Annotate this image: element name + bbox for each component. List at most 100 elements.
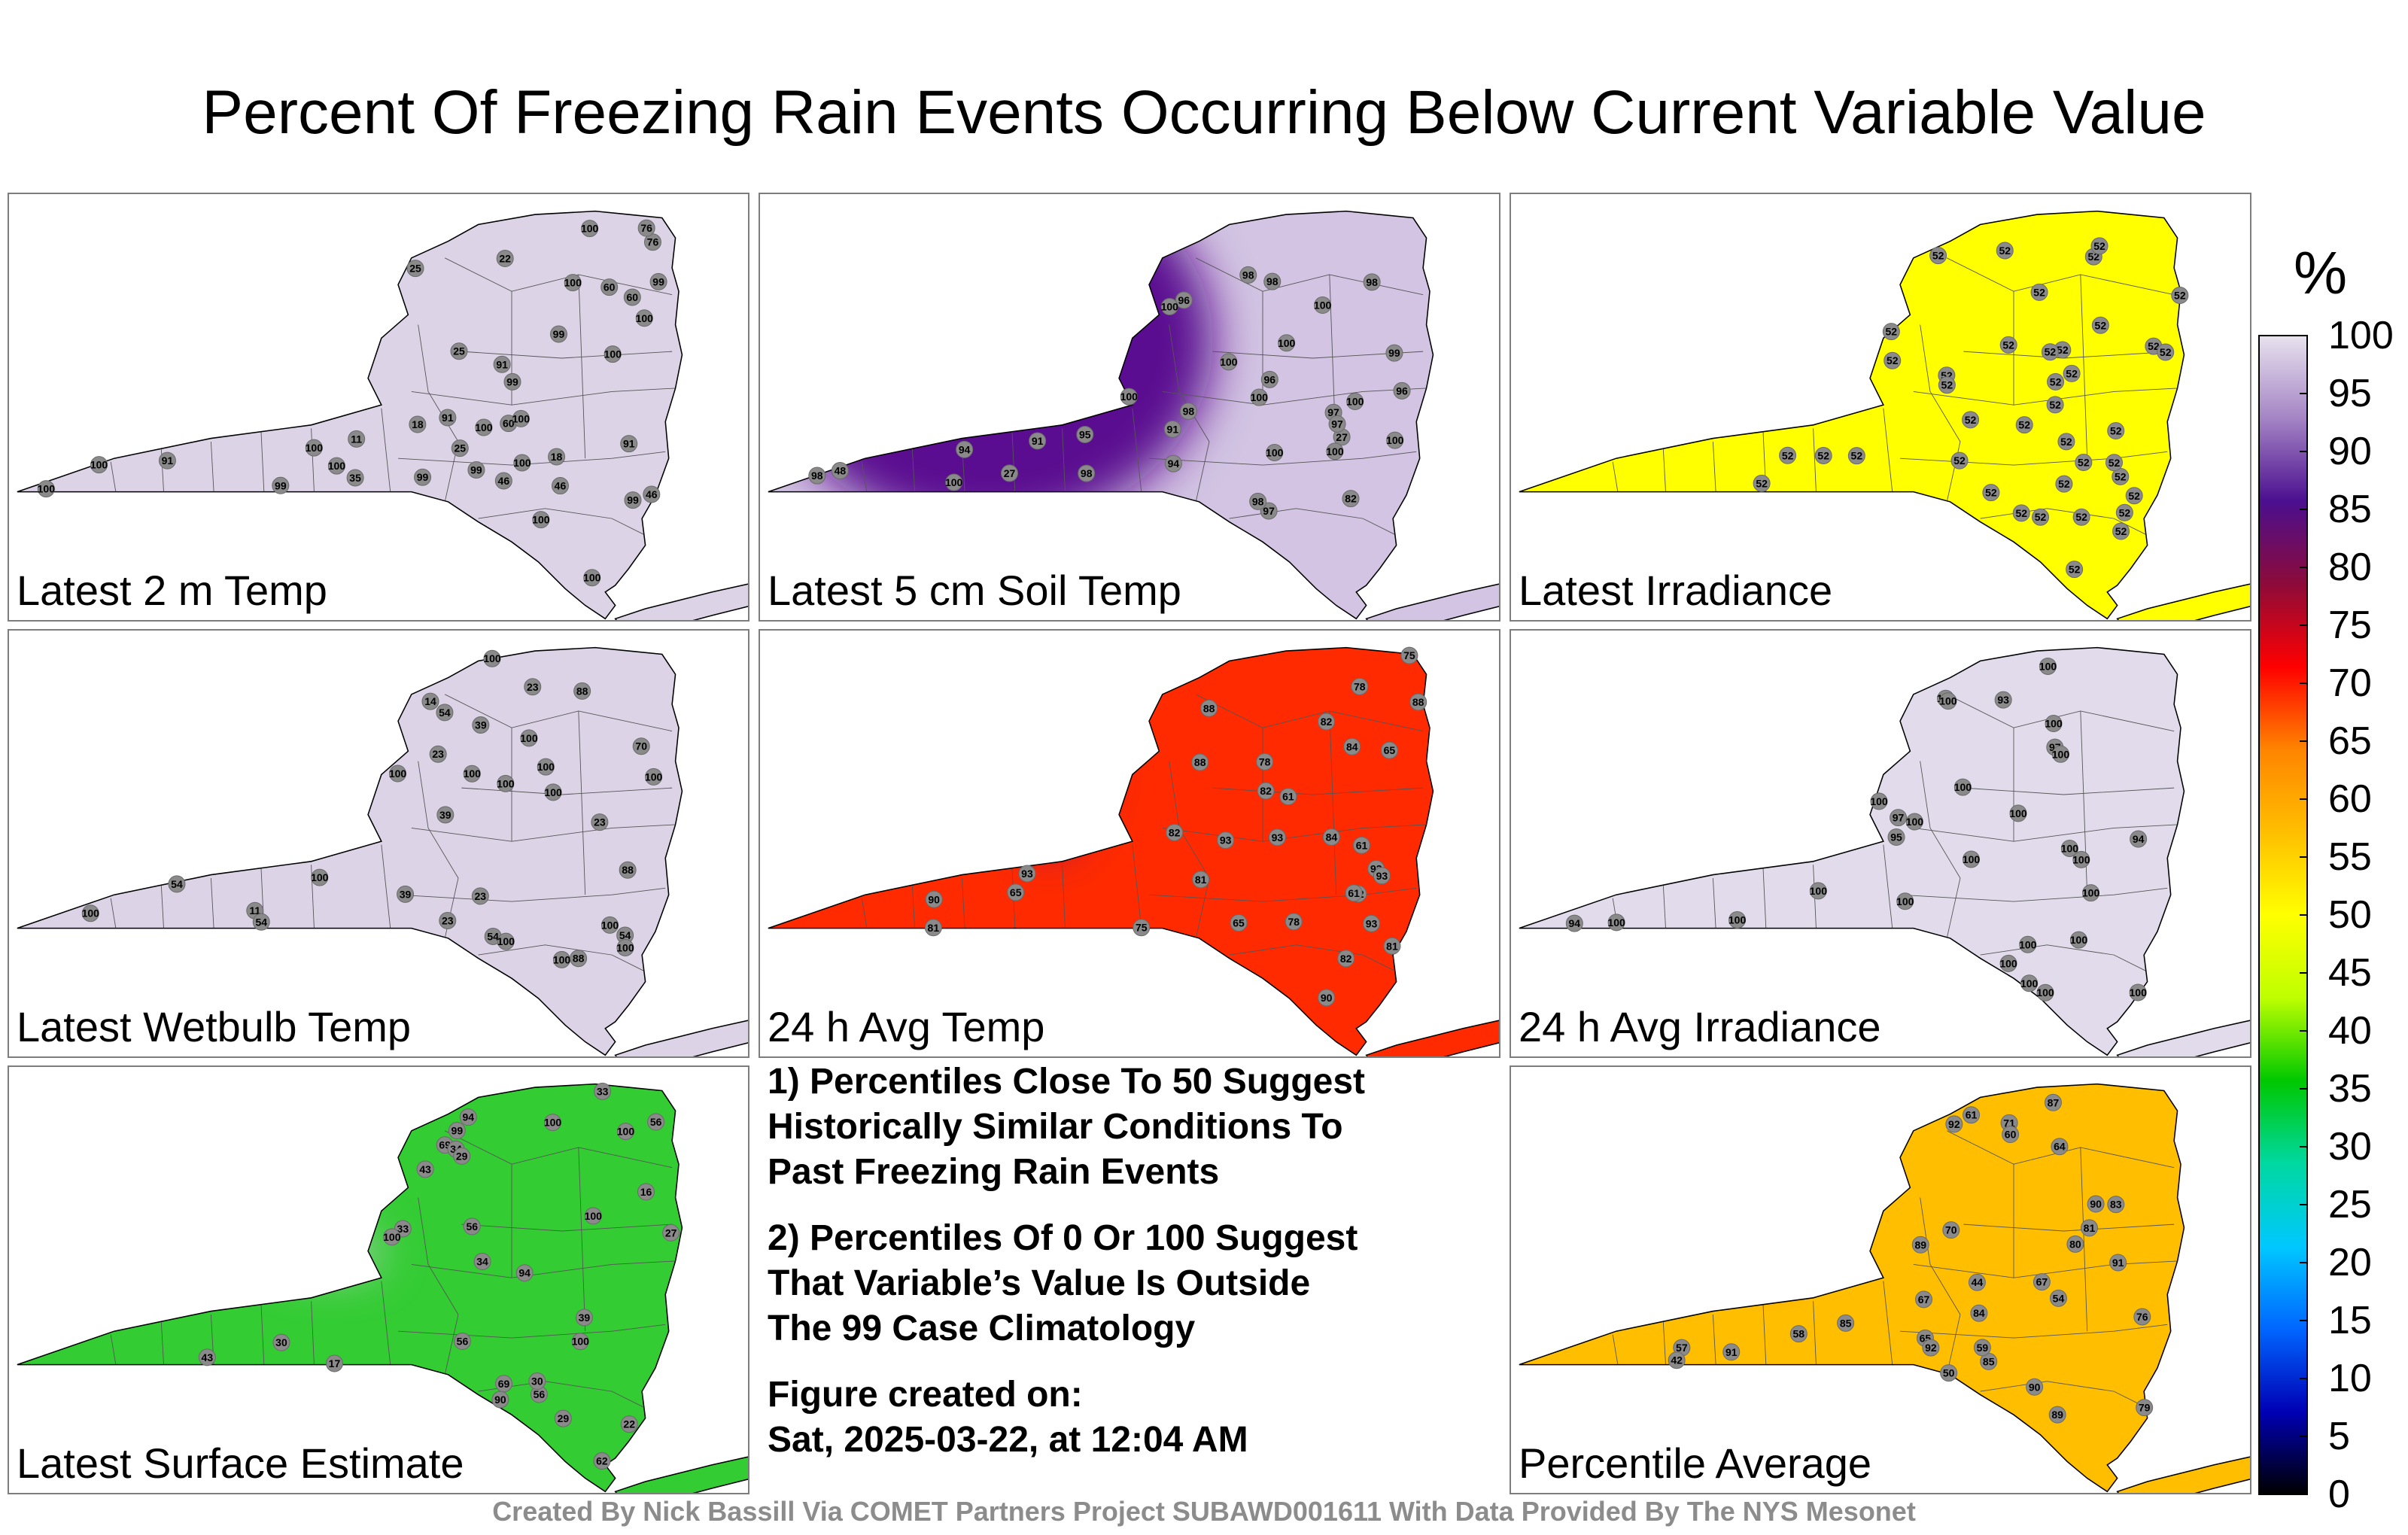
station-dot: [348, 430, 366, 448]
station-marker: 52: [1950, 451, 1969, 470]
station-value: 52: [2057, 344, 2069, 356]
station-dot: [537, 758, 555, 776]
colorbar-tick-label: 15: [2328, 1299, 2372, 1342]
station-value: 100: [1386, 434, 1404, 446]
county-boundary: [1947, 257, 2175, 296]
field-contour: [1746, 1087, 1806, 1132]
station-marker: 22: [496, 250, 514, 268]
station-marker: 52: [1884, 351, 1902, 369]
field-contour: [190, 671, 313, 780]
state-outline: [1519, 1083, 2185, 1493]
station-dot: [81, 904, 99, 923]
map-panel-latest-wetbulb-temp: 100 100 23 70 54 23 39 11 23 39 88 54 14 54 100 100 100 1…: [8, 629, 749, 1058]
station-value: 100: [389, 768, 407, 780]
station-value: 56: [534, 1388, 546, 1400]
station-value: 100: [537, 761, 555, 773]
station-marker: 52: [2030, 283, 2048, 301]
station-value: 82: [1340, 953, 1352, 965]
panel-label: Latest Surface Estimate: [17, 1439, 464, 1487]
station-dot: [649, 272, 667, 290]
station-value: 52: [2015, 507, 2027, 519]
station-marker: 27: [1000, 464, 1018, 482]
panel-label: 24 h Avg Irradiance: [1519, 1003, 1881, 1050]
station-dot: [1266, 443, 1284, 461]
station-dot: [1962, 411, 1980, 429]
station-dot: [2033, 1273, 2051, 1291]
station-dot: [1314, 296, 1332, 315]
station-marker: 91: [493, 355, 511, 373]
station-dot: [616, 1123, 634, 1141]
station-marker: 100: [1266, 443, 1284, 461]
station-value: 100: [1954, 781, 1972, 793]
county-boundary: [1519, 1364, 1914, 1375]
panel-label: 24 h Avg Temp: [768, 1003, 1045, 1050]
county-boundary: [1883, 408, 1894, 502]
station-marker: 65: [1380, 741, 1398, 759]
station-value: 100: [585, 1210, 603, 1222]
station-value: 100: [2039, 660, 2057, 672]
station-value: 98: [1081, 467, 1093, 479]
station-value: 100: [1314, 299, 1332, 312]
station-dot: [494, 472, 512, 490]
station-marker: 88: [1409, 693, 1427, 711]
county-boundary: [398, 887, 666, 902]
station-marker: 46: [494, 472, 512, 490]
station-dot: [584, 1207, 602, 1225]
station-dot: [503, 372, 521, 391]
station-value: 90: [928, 893, 940, 905]
station-value: 46: [646, 488, 658, 500]
station-value: 52: [1932, 250, 1944, 262]
colorbar-tick-label: 35: [2328, 1067, 2372, 1111]
station-dot: [1239, 266, 1257, 284]
station-marker: 17: [325, 1354, 343, 1372]
station-value: 100: [513, 457, 531, 469]
county-boundary: [578, 710, 586, 895]
station-marker: 100: [1120, 388, 1138, 406]
station-value: 82: [1345, 493, 1357, 505]
station-dot: [436, 704, 454, 722]
station-dot: [1994, 691, 2012, 709]
station-value: 94: [462, 1111, 474, 1123]
state-map: 1001002370542339112339885414541001001001…: [17, 646, 748, 1056]
station-value: 18: [412, 418, 424, 430]
station-dot: [453, 1333, 471, 1351]
station-value: 100: [616, 941, 634, 953]
station-value: 100: [601, 919, 619, 931]
station-marker: 61: [1345, 884, 1363, 902]
station-marker: 100: [389, 764, 407, 783]
station-value: 100: [2019, 938, 2037, 950]
station-dot: [2039, 657, 2057, 675]
colorbar-tick-label: 5: [2328, 1415, 2350, 1458]
county-boundary: [311, 1301, 315, 1375]
station-value: 27: [1004, 467, 1016, 479]
station-value: 100: [1251, 391, 1269, 403]
field-contour: [154, 211, 320, 323]
station-value: 100: [2072, 853, 2090, 865]
station-marker: 52: [1847, 447, 1865, 465]
station-dot: [2112, 522, 2130, 540]
station-dot: [1380, 741, 1398, 759]
station-marker: 30: [528, 1372, 546, 1391]
station-value: 100: [464, 768, 482, 780]
station-dot: [1163, 420, 1181, 438]
station-marker: 91: [1029, 432, 1047, 450]
station-marker: 82: [1337, 950, 1355, 968]
station-value: 91: [2112, 1257, 2124, 1269]
station-marker: 91: [1163, 420, 1181, 438]
station-value: 52: [2110, 425, 2122, 437]
station-marker: 78: [1256, 752, 1274, 771]
station-dot: [1200, 699, 1218, 717]
county-boundary: [1883, 1281, 1894, 1375]
station-marker: 52: [2090, 237, 2109, 255]
station-dot: [604, 345, 622, 363]
station-marker: 84: [1343, 737, 1361, 755]
station-marker: 23: [471, 887, 489, 905]
station-value: 52: [1941, 379, 1953, 391]
panel-label: Latest Wetbulb Temp: [17, 1003, 412, 1050]
station-value: 100: [645, 771, 663, 783]
station-value: 27: [1336, 431, 1348, 443]
station-marker: 98: [1179, 402, 1197, 420]
station-value: 52: [2058, 478, 2070, 490]
station-value: 52: [2115, 525, 2127, 537]
station-marker: 99: [549, 325, 567, 343]
